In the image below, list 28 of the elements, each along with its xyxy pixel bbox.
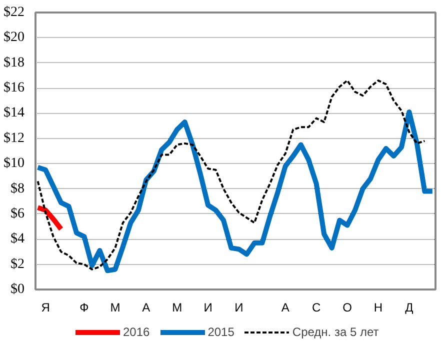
x-tick-label: Я <box>41 300 50 314</box>
legend-label: 2015 <box>208 325 234 339</box>
x-tick-label: И <box>204 300 212 314</box>
y-tick-label: $12 <box>4 130 24 146</box>
y-tick-label: $4 <box>10 232 24 247</box>
y-tick-label: $2 <box>10 256 24 272</box>
y-tick-label: $8 <box>10 181 24 196</box>
line-series <box>36 79 426 270</box>
y-tick-label: $6 <box>10 206 24 222</box>
x-tick-label: М <box>110 300 120 314</box>
x-tick-label: О <box>342 300 352 314</box>
x-tick-label: Ф <box>80 300 89 314</box>
y-tick-label: $0 <box>10 282 24 297</box>
legend-label: 2016 <box>123 325 150 339</box>
x-tick-label: Д <box>405 300 414 314</box>
x-tick-label: М <box>172 300 182 314</box>
y-tick-label: $14 <box>4 106 24 121</box>
x-tick-label: И <box>234 300 244 314</box>
x-tick-label: С <box>312 300 322 314</box>
legend-label: Средн. за 5 лет <box>292 325 379 339</box>
y-tick-label: $20 <box>4 30 24 46</box>
y-tick-label: $16 <box>4 80 24 96</box>
y-tick-label: $22 <box>4 5 24 20</box>
x-tick-label: А <box>142 300 150 314</box>
x-tick-label: Н <box>374 300 383 314</box>
x-tick-label: А <box>281 300 290 314</box>
y-tick-label: $10 <box>4 156 24 172</box>
y-tick-label: $18 <box>4 55 24 70</box>
